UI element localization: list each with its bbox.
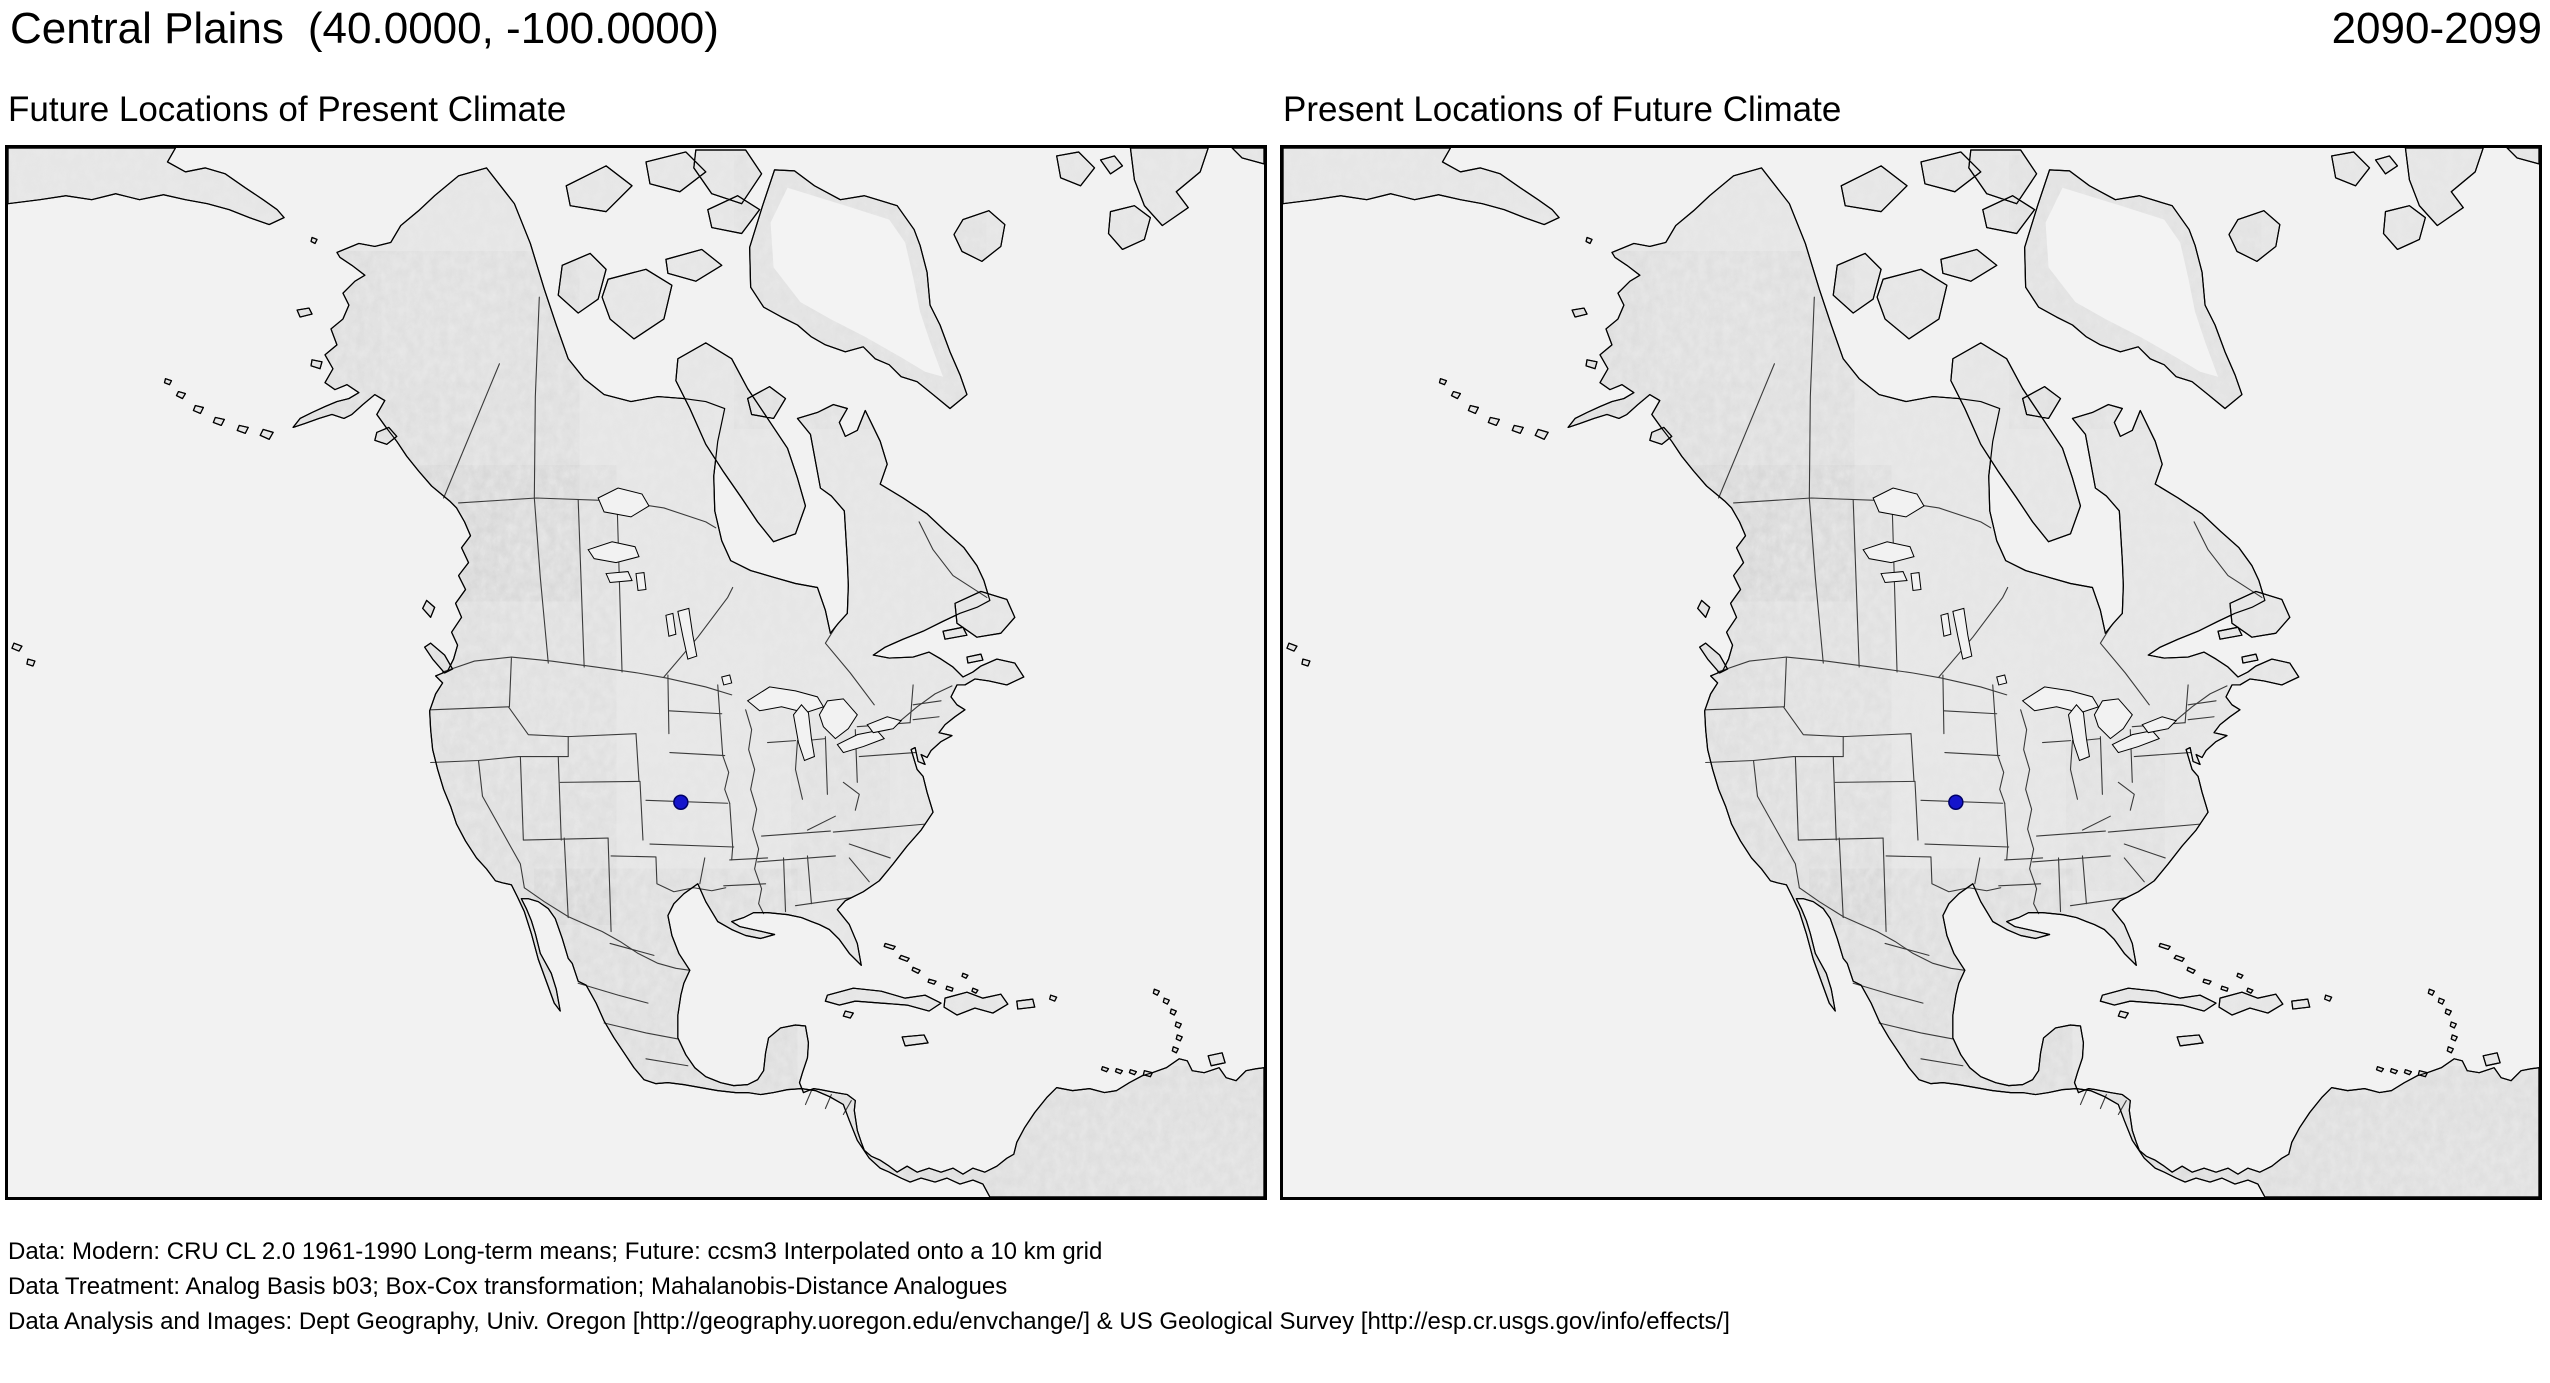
data-analysis-line: Data Analysis and Images: Dept Geography… — [8, 1308, 1730, 1335]
left-map-title: Future Locations of Present Climate — [8, 90, 567, 129]
region-coordinates: (40.0000, -100.0000) — [307, 4, 719, 53]
data-source-line: Data: Modern: CRU CL 2.0 1961-1990 Long-… — [8, 1238, 1103, 1265]
future-locations-map — [5, 145, 1267, 1200]
right-map-title: Present Locations of Future Climate — [1283, 90, 1842, 129]
present-locations-map — [1280, 145, 2542, 1200]
data-credits: Data: Modern: CRU CL 2.0 1961-1990 Long-… — [8, 1234, 1730, 1339]
page-title: Central Plains (40.0000, -100.0000) — [10, 4, 719, 54]
region-name: Central Plains — [10, 4, 284, 53]
time-period-label: 2090-2099 — [2331, 4, 2542, 53]
data-treatment-line: Data Treatment: Analog Basis b03; Box-Co… — [8, 1273, 1008, 1300]
